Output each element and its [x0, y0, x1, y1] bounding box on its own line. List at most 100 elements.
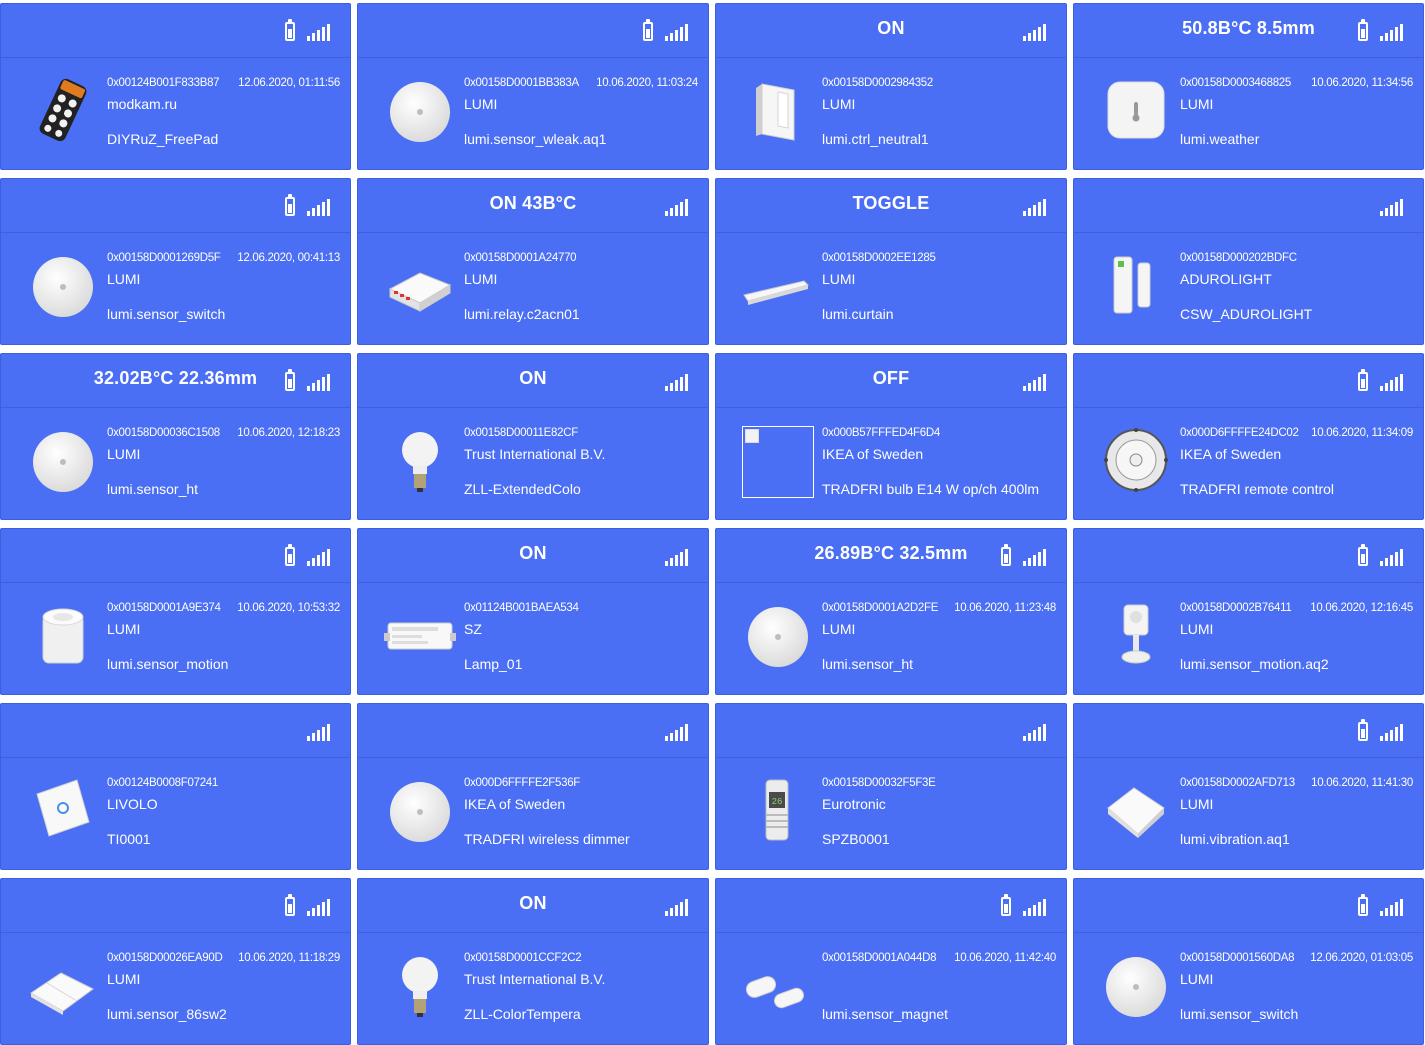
device-image	[27, 424, 99, 496]
device-card[interactable]: 50.8В°C 8.5mm 0x00158D0003468825 10.06.202…	[1073, 3, 1424, 170]
device-ieee-address: 0x00158D0001BB383A	[464, 77, 579, 89]
device-last-seen: 12.06.2020, 01:11:56	[238, 77, 340, 89]
device-model: TI0001	[107, 831, 151, 847]
device-ieee-address: 0x00158D0001A2D2FE	[822, 602, 939, 614]
signal-strength-icon	[307, 374, 330, 391]
device-ieee-address: 0x00158D00036C1508	[107, 427, 220, 439]
device-card[interactable]: 0x00158D0001BB383A 10.06.2020, 11:03:24 LU…	[357, 3, 709, 170]
device-card-header: 50.8В°C 8.5mm	[1074, 4, 1423, 58]
device-manufacturer: LUMI	[822, 96, 856, 112]
device-manufacturer: ADUROLIGHT	[1180, 271, 1272, 287]
device-card[interactable]: 32.02В°C 22.36mm 0x00158D00036C1508 10.06.…	[0, 353, 351, 520]
signal-strength-icon	[665, 724, 688, 741]
device-card[interactable]: 26.89В°C 32.5mm 0x00158D0001A2D2FE 10.06.2…	[715, 528, 1067, 695]
device-ieee-address: 0x01124B001BAEA534	[464, 602, 579, 614]
device-image	[27, 949, 99, 1021]
signal-strength-icon	[1380, 374, 1403, 391]
status-icons	[1380, 194, 1403, 216]
device-card[interactable]: ON 0x00158D0002984352 LUMI lumi.ctrl_neutra…	[715, 3, 1067, 170]
device-card[interactable]: TOGGLE 0x00158D0002EE1285 LUMI lumi.curtain	[715, 178, 1067, 345]
device-card-body: 0x000B57FFFED4F6D4 IKEA of Sweden TRADFRI …	[716, 408, 1066, 519]
device-model: lumi.sensor_switch	[107, 306, 226, 322]
device-model: ZLL-ExtendedColo	[464, 481, 581, 497]
device-card[interactable]: 0x000D6FFFFE2F536F IKEA of Sweden TRADFRI …	[357, 703, 709, 870]
device-card-body: 0x00158D0001BB383A 10.06.2020, 11:03:24 LU…	[358, 58, 708, 169]
device-state: 26.89В°C 32.5mm	[814, 543, 968, 563]
device-model: SPZB0001	[822, 831, 890, 847]
device-card[interactable]: 0x00158D0002AFD713 10.06.2020, 11:41:30 LU…	[1073, 703, 1424, 870]
device-card-header: ON	[358, 879, 708, 933]
device-card[interactable]: 0x00158D0001A044D8 10.06.2020, 11:42:40 lu…	[715, 878, 1067, 1045]
device-card[interactable]: ON 0x00158D0001CCF2C2 Trust International …	[357, 878, 709, 1045]
device-model: lumi.sensor_switch	[1180, 1006, 1299, 1022]
device-card-header: ON	[358, 354, 708, 408]
device-manufacturer: LIVOLO	[107, 796, 158, 812]
device-model: lumi.sensor_86sw2	[107, 1006, 227, 1022]
device-image	[742, 426, 814, 498]
device-ieee-address: 0x00124B001F833B87	[107, 77, 220, 89]
device-card-body: 0x00158D0002AFD713 10.06.2020, 11:41:30 LU…	[1074, 758, 1423, 869]
device-card-body: 0x00158D00036C1508 10.06.2020, 12:18:23 LU…	[1, 408, 350, 519]
device-manufacturer: LUMI	[1180, 796, 1214, 812]
device-card[interactable]: 0x00158D000202BDFC ADUROLIGHT CSW_ADUROLIG…	[1073, 178, 1424, 345]
device-card[interactable]: 0x00124B0008F07241 LIVOLO TI0001	[0, 703, 351, 870]
device-card[interactable]: ON 43В°C 0x00158D0001A24770 LUMI lumi.relay…	[357, 178, 709, 345]
device-last-seen: 10.06.2020, 12:16:45	[1310, 602, 1413, 614]
battery-icon	[285, 894, 295, 916]
device-card[interactable]: 0x00158D00026EA90D 10.06.2020, 11:18:29 LU…	[0, 878, 351, 1045]
signal-strength-icon	[665, 899, 688, 916]
device-image	[1100, 774, 1172, 846]
status-icons	[1001, 544, 1046, 566]
device-last-seen: 10.06.2020, 11:18:29	[238, 952, 340, 964]
device-card[interactable]: 0x000D6FFFFE24DC02 10.06.2020, 11:34:09 IK…	[1073, 353, 1424, 520]
device-last-seen: 12.06.2020, 01:03:05	[1310, 952, 1413, 964]
device-card[interactable]: 0x00158D0002B76411 10.06.2020, 12:16:45 LU…	[1073, 528, 1424, 695]
device-ieee-address: 0x00158D0002AFD713	[1180, 777, 1295, 789]
device-card[interactable]: 0x00158D0001269D5F 12.06.2020, 00:41:13 LU…	[0, 178, 351, 345]
device-model: lumi.sensor_wleak.aq1	[464, 131, 607, 147]
device-card[interactable]: 0x00124B001F833B87 12.06.2020, 01:11:56 mo…	[0, 3, 351, 170]
device-card[interactable]: 26 0x00158D00032F5F3E Eurotronic SPZB0001	[715, 703, 1067, 870]
device-manufacturer: LUMI	[107, 621, 141, 637]
device-ieee-address: 0x00158D0001560DA8	[1180, 952, 1295, 964]
device-manufacturer: LUMI	[464, 96, 498, 112]
device-ieee-address: 0x00158D0001A044D8	[822, 952, 937, 964]
status-icons	[665, 369, 688, 391]
device-card[interactable]: OFF 0x000B57FFFED4F6D4 IKEA of Sweden TRADF…	[715, 353, 1067, 520]
device-manufacturer: LUMI	[1180, 621, 1214, 637]
device-card-header	[1074, 179, 1423, 233]
device-last-seen: 10.06.2020, 11:41:30	[1311, 777, 1413, 789]
battery-icon	[1001, 894, 1011, 916]
device-image	[1100, 424, 1172, 496]
status-icons	[1358, 544, 1403, 566]
device-ieee-address: 0x00158D0001A9E374	[107, 602, 221, 614]
device-card-body: 0x00158D0001A9E374 10.06.2020, 10:53:32 LU…	[1, 583, 350, 694]
device-model: lumi.sensor_ht	[822, 656, 914, 672]
status-icons	[307, 719, 330, 741]
device-card-header	[1, 179, 350, 233]
signal-strength-icon	[307, 199, 330, 216]
device-ieee-address: 0x00158D0002B76411	[1180, 602, 1292, 614]
device-card-body: 0x00158D0001269D5F 12.06.2020, 00:41:13 LU…	[1, 233, 350, 344]
device-model: lumi.sensor_magnet	[822, 1006, 949, 1022]
device-card[interactable]: ON 0x01124B001BAEA534 SZ Lamp_01	[357, 528, 709, 695]
device-model: lumi.sensor_ht	[107, 481, 199, 497]
battery-icon	[1358, 719, 1368, 741]
device-card-header: ON	[358, 529, 708, 583]
device-manufacturer: IKEA of Sweden	[464, 796, 566, 812]
battery-icon	[285, 544, 295, 566]
device-ieee-address: 0x00158D0001CCF2C2	[464, 952, 582, 964]
device-image: 26	[742, 774, 814, 846]
device-manufacturer: LUMI	[822, 621, 856, 637]
device-model: ZLL-ColorTempera	[464, 1006, 581, 1022]
device-card-body: 0x00158D00011E82CF Trust International B.…	[358, 408, 708, 519]
device-card-body: 0x00158D0001CCF2C2 Trust International B.…	[358, 933, 708, 1044]
device-card[interactable]: 0x00158D0001A9E374 10.06.2020, 10:53:32 LU…	[0, 528, 351, 695]
device-card[interactable]: ON 0x00158D00011E82CF Trust International …	[357, 353, 709, 520]
signal-strength-icon	[1023, 199, 1046, 216]
signal-strength-icon	[665, 24, 688, 41]
signal-strength-icon	[307, 549, 330, 566]
device-card[interactable]: 0x00158D0001560DA8 12.06.2020, 01:03:05 LU…	[1073, 878, 1424, 1045]
signal-strength-icon	[1023, 374, 1046, 391]
device-card-header: 32.02В°C 22.36mm	[1, 354, 350, 408]
